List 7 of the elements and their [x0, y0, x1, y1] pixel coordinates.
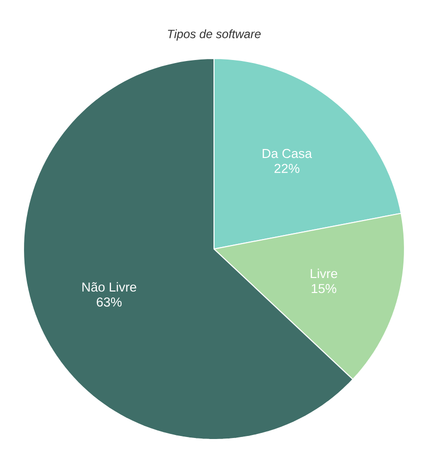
data-label: 15% [312, 284, 336, 294]
slice-label: Da Casa [262, 148, 312, 158]
chart-title: Tipos de software [168, 29, 261, 41]
data-label: 22% [274, 164, 300, 173]
slice-label: Livre [310, 268, 338, 278]
slice-label: Não Livre [82, 282, 136, 292]
data-label: 63% [96, 297, 122, 307]
